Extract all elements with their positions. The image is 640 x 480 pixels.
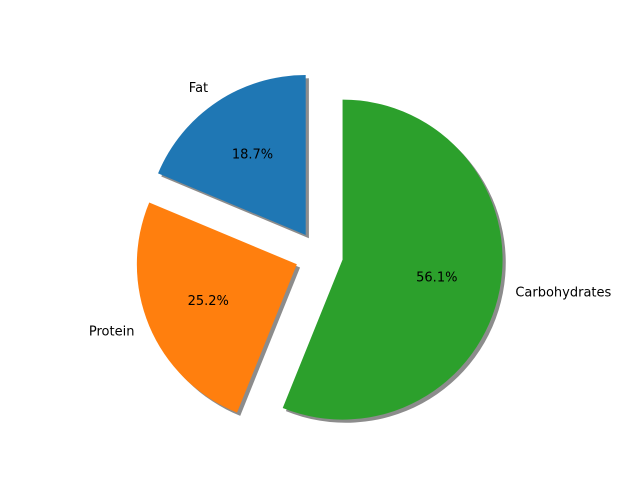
pie-category-label-fat: Fat — [189, 81, 208, 96]
pie-percent-label-protein: 25.2% — [188, 294, 229, 309]
pie-slice-fat — [158, 75, 306, 236]
label-layer: 18.7% Fat 25.2% Protein 56.1% Carbohydrates — [89, 81, 612, 340]
pie-slice-carbohydrates — [282, 99, 503, 420]
slice-layer — [136, 75, 503, 420]
pie-category-label-carbohydrates: Carbohydrates — [515, 286, 611, 301]
pie-slice-protein — [136, 202, 297, 413]
pie-percent-label-fat: 18.7% — [232, 148, 273, 163]
pie-category-label-protein: Protein — [89, 325, 135, 340]
pie-percent-label-carbohydrates: 56.1% — [416, 270, 457, 285]
